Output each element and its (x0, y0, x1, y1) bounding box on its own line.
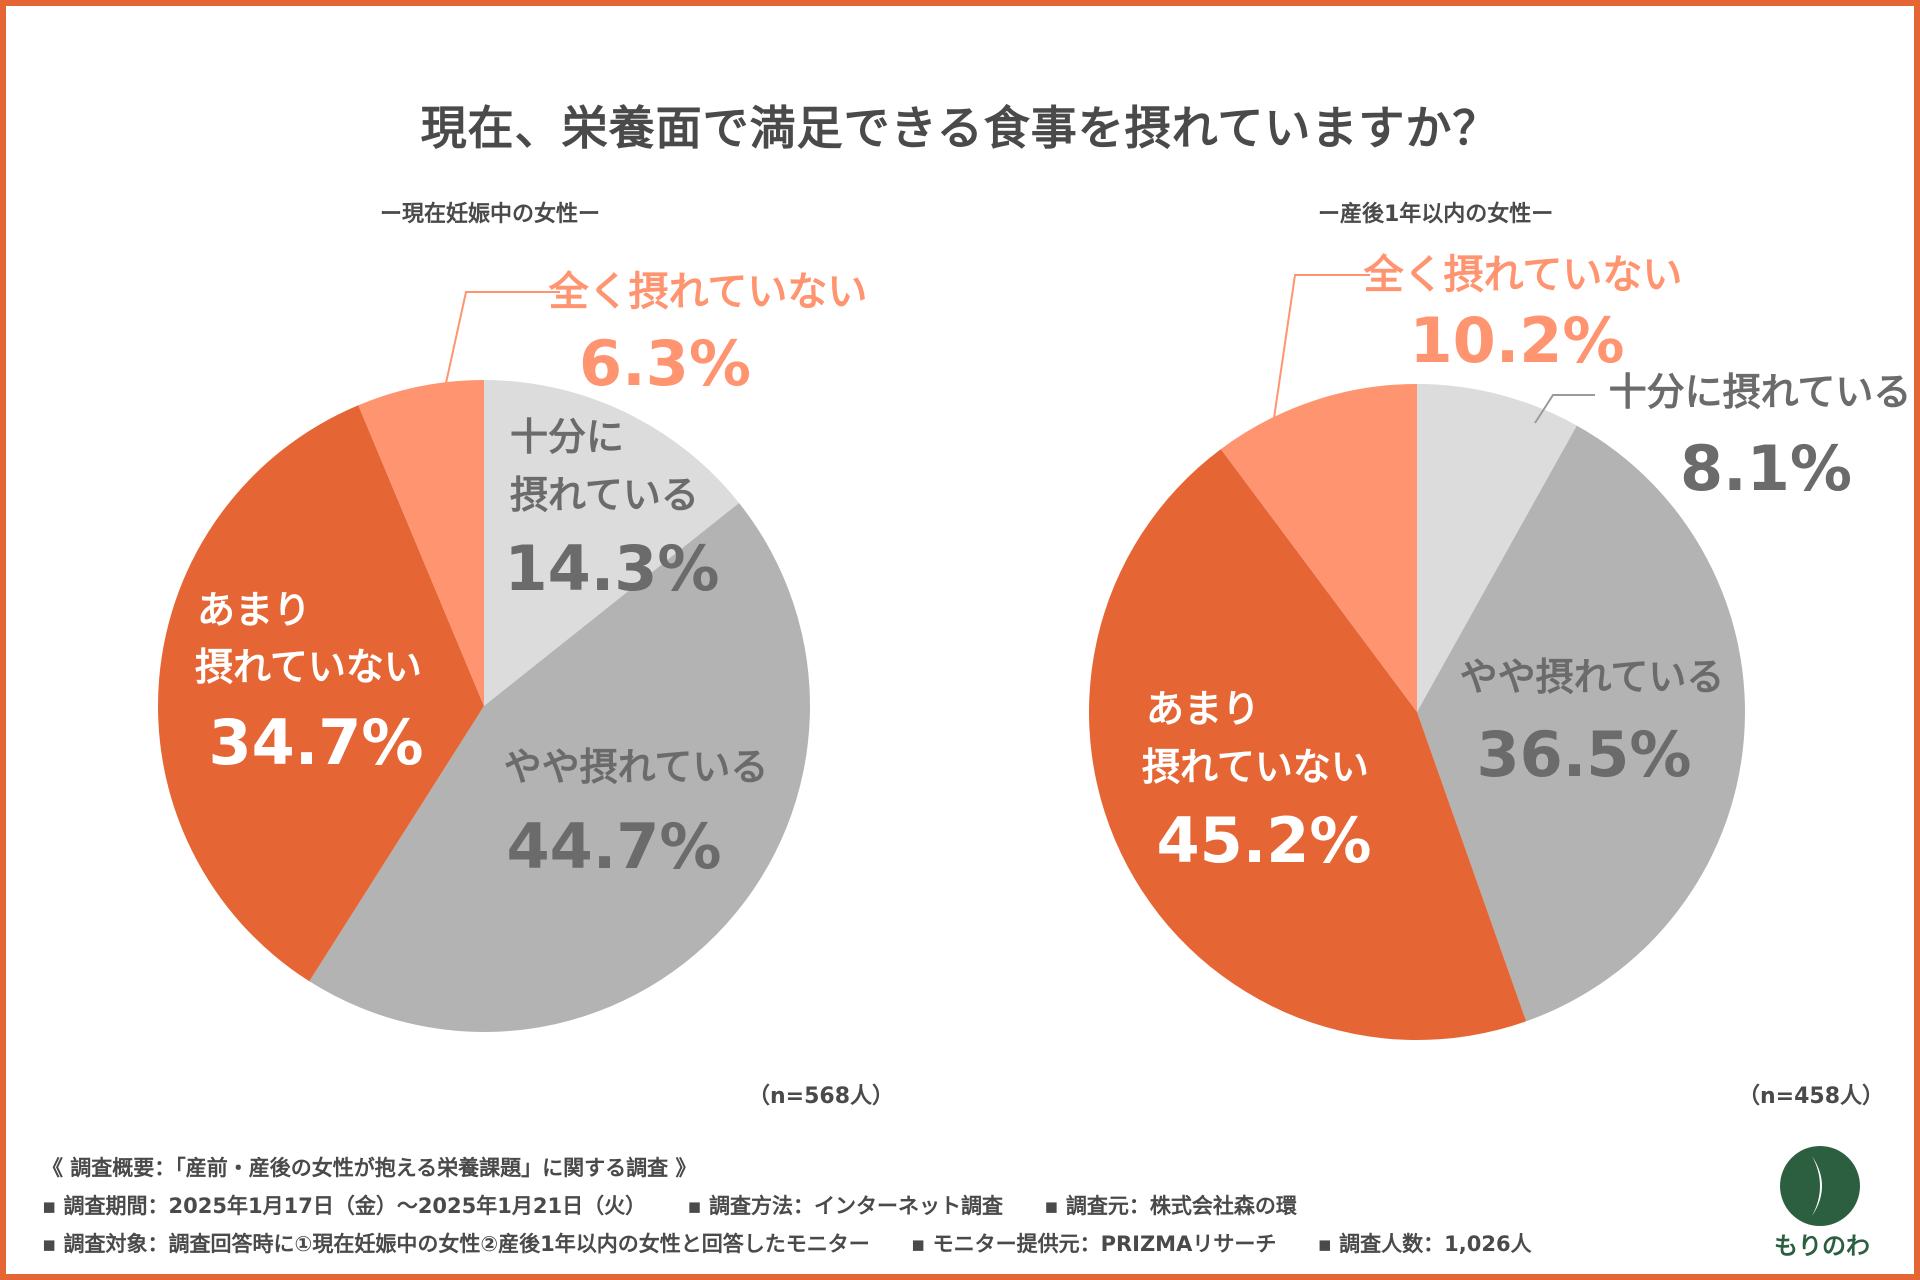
left-label-sufficient-2: 摂れている (510, 473, 699, 517)
right-value-sufficient: 8.1% (1680, 432, 1852, 505)
right-value-not-much: 45.2% (1156, 804, 1371, 877)
left-pie-slice-somewhat (309, 502, 810, 1032)
left-label-sufficient-1: 十分に (510, 415, 624, 459)
left-pie-slice-not-much (157, 405, 484, 982)
right-leader-line-not-at-all (1272, 274, 1370, 426)
right-pie-slice-sufficient (1417, 384, 1577, 712)
survey-summary: 《 調査概要：「産前・産後の女性が抱える栄養課題」に関する調査 》 (42, 1156, 697, 1180)
right-label-sufficient: 十分に摂れている (1609, 370, 1912, 414)
left-value-not-at-all: 6.3% (579, 327, 751, 400)
survey-method: ▪ 調査方法：インターネット調査 (687, 1194, 1003, 1218)
left-label-not-much-2: 摂れていない (195, 645, 422, 689)
left-chart-subtitle: ー現在妊娠中の女性ー (380, 202, 601, 227)
right-label-not-much-2: 摂れていない (1142, 745, 1369, 789)
left-value-somewhat: 44.7% (506, 810, 721, 883)
left-leader-line (445, 291, 560, 384)
right-value-not-at-all: 10.2% (1409, 304, 1624, 377)
page-title: 現在、栄養面で満足できる食事を摂れていますか？ (420, 101, 1500, 155)
right-pie-slice-not-much (1089, 449, 1527, 1040)
right-sample-size: （n=458人） (1738, 1084, 1885, 1109)
survey-period: ▪ 調査期間：2025年1月17日（金）〜2025年1月21日（火） (42, 1194, 647, 1218)
right-chart-subtitle: ー産後1年以内の女性ー (1318, 202, 1554, 227)
right-pie-slice-not-at-all (1220, 384, 1417, 712)
left-sample-size: （n=568人） (748, 1084, 895, 1109)
right-pie (1089, 384, 1745, 1040)
left-label-not-at-all: 全く摂れていない (548, 269, 868, 315)
left-value-sufficient: 14.3% (504, 532, 719, 605)
right-pie-slice-somewhat (1417, 425, 1745, 1022)
morinowa-logo-icon (1780, 1146, 1860, 1226)
right-value-somewhat: 36.5% (1476, 718, 1691, 791)
survey-details-row-1: ▪ 調査期間：2025年1月17日（金）〜2025年1月21日（火） ▪ 調査方… (42, 1190, 1331, 1220)
left-pie (157, 380, 810, 1032)
survey-details-row-2: ▪ 調査対象：調査回答時に①現在妊娠中の女性②産後1年以内の女性と回答したモニタ… (42, 1228, 1566, 1258)
left-pie-slice-not-at-all (358, 380, 484, 706)
left-label-somewhat: やや摂れている (504, 745, 769, 789)
right-label-not-much-1: あまり (1146, 687, 1260, 731)
survey-target: ▪ 調査対象：調査回答時に①現在妊娠中の女性②産後1年以内の女性と回答したモニタ… (42, 1232, 870, 1256)
survey-source: ▪ 調査元：株式会社森の環 (1044, 1194, 1297, 1218)
logo-text: もりのわ (1774, 1232, 1870, 1260)
survey-count: ▪ 調査人数：1,026人 (1317, 1232, 1532, 1256)
survey-provider: ▪ モニター提供元：PRIZMAリサーチ (911, 1232, 1277, 1256)
left-label-not-much-1: あまり (197, 588, 311, 632)
right-leader-line-sufficient (1534, 394, 1595, 424)
right-label-not-at-all: 全く摂れていない (1363, 252, 1683, 298)
left-pie-slice-sufficient (484, 380, 740, 706)
left-value-not-much: 34.7% (208, 706, 423, 779)
right-label-somewhat: やや摂れている (1460, 655, 1725, 699)
